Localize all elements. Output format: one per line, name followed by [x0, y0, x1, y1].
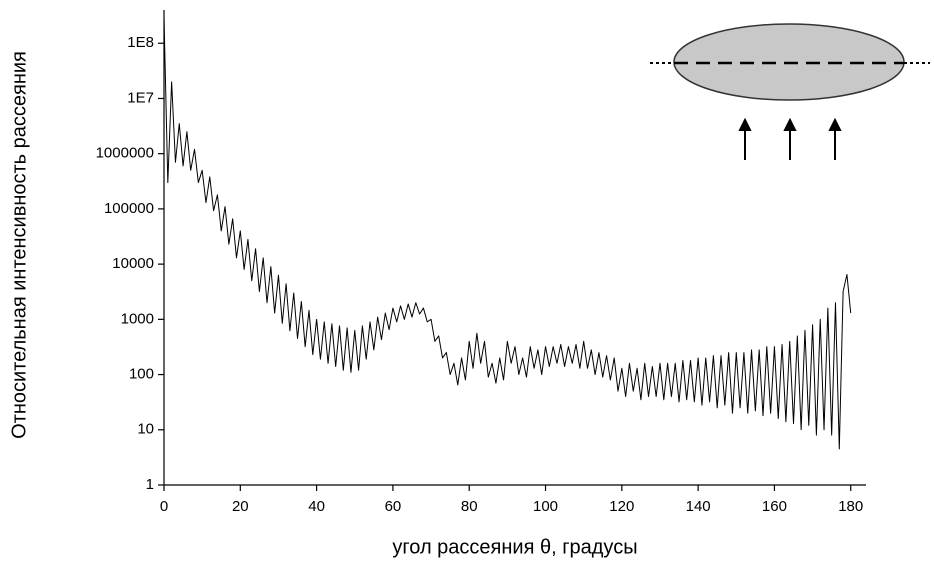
y-tick-label: 100000: [104, 200, 154, 217]
y-tick-label: 10: [137, 421, 154, 438]
y-tick-label: 1: [146, 476, 154, 493]
x-tick-label: 120: [609, 498, 634, 515]
arrow-head: [738, 117, 752, 131]
incident-arrows: [738, 117, 842, 160]
inset-diagram: [640, 5, 930, 175]
x-tick-label: 20: [232, 498, 249, 515]
x-tick-label: 0: [160, 498, 168, 515]
arrow-head: [783, 117, 797, 131]
x-tick-label: 80: [461, 498, 478, 515]
x-tick-label: 100: [533, 498, 558, 515]
data-line: [163, 16, 852, 450]
y-tick-label: 100: [129, 366, 154, 383]
y-tick-label: 1000000: [96, 145, 154, 162]
x-tick-label: 180: [838, 498, 863, 515]
x-tick-label: 60: [385, 498, 402, 515]
x-tick-label: 140: [686, 498, 711, 515]
y-tick-label: 10000: [112, 255, 154, 272]
y-tick-label: 1E7: [127, 89, 154, 106]
arrow-head: [828, 117, 842, 131]
y-tick-label: 1E8: [127, 34, 154, 51]
y-axis-title: Относительная интенсивность рассеяния: [8, 51, 30, 439]
x-axis-title: угол рассеяния θ, градусы: [392, 536, 637, 558]
y-tick-label: 1000: [121, 310, 154, 327]
x-tick-label: 40: [308, 498, 325, 515]
x-tick-label: 160: [762, 498, 787, 515]
